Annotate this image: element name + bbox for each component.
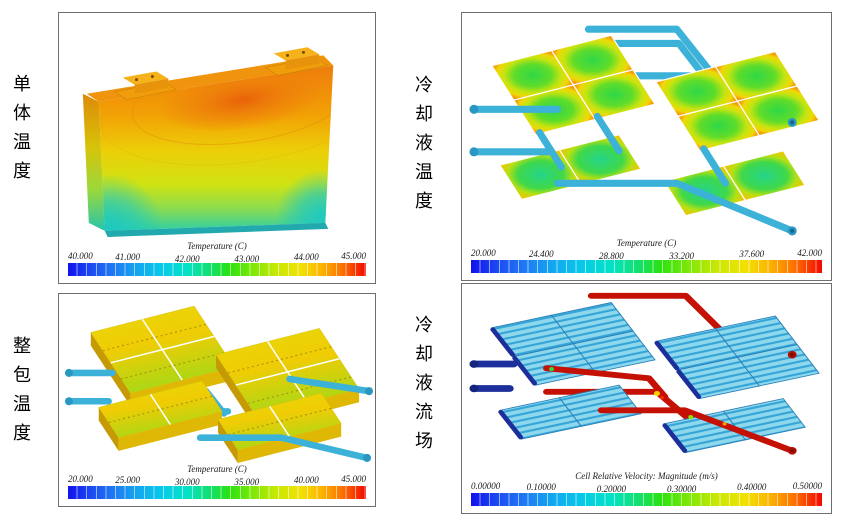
coolant-pipes-exit xyxy=(196,375,373,462)
coolant-pipes-front xyxy=(470,105,796,235)
colorbar-ticks: 20.000 25.000 30.000 35.000 40.000 45.00… xyxy=(68,474,366,487)
flow-plates-lower xyxy=(498,384,806,453)
colorbar-gradient-bar xyxy=(68,263,366,276)
colorbar-gradient-bar xyxy=(471,260,822,273)
panel-coolant-temperature: Temperature (C) 20.000 24.400 28.800 33.… xyxy=(461,12,832,281)
pack-modules-lower-right xyxy=(217,392,342,463)
tick-label: 40.000 xyxy=(68,251,93,261)
cell-temperature-rendering xyxy=(59,13,375,241)
colorbar-title: Cell Relative Velocity: Magnitude (m/s) xyxy=(575,471,718,481)
coolant-temperature-rendering xyxy=(462,13,831,238)
coolant-pipes-red-front xyxy=(597,407,796,454)
pipe-end-caps xyxy=(469,104,797,236)
tick-label: 28.800 xyxy=(599,251,624,261)
colorbar-ticks: 0.00000 0.10000 0.20000 0.30000 0.40000 … xyxy=(471,481,822,494)
colorbar: Temperature (C) 20.000 25.000 30.000 35.… xyxy=(68,464,366,499)
tick-label: 0.20000 xyxy=(596,484,627,494)
tick-label: 25.000 xyxy=(115,475,140,485)
battery-cell xyxy=(82,47,334,237)
cell-bottom-edge xyxy=(104,222,329,237)
tick-label: 0.40000 xyxy=(737,482,767,492)
tick-label: 45.000 xyxy=(341,474,366,484)
tick-label: 41.000 xyxy=(115,252,140,262)
coolant-flow-rendering xyxy=(462,284,831,471)
pipe-end-caps xyxy=(469,350,797,455)
tick-label: 20.000 xyxy=(471,248,496,258)
cell-side-face xyxy=(82,93,105,231)
panel-cell-temperature: Temperature (C) 40.000 41.000 42.000 43.… xyxy=(58,12,376,284)
flow-plates-upper xyxy=(491,302,820,400)
colorbar-gradient-bar xyxy=(471,493,822,506)
colorbar: Temperature (C) 20.000 24.400 28.800 33.… xyxy=(471,238,822,273)
tick-label: 37.600 xyxy=(739,249,765,259)
caption-pack-temperature: 整包温度 xyxy=(11,336,31,452)
tick-label: 33.200 xyxy=(669,251,694,261)
cell-terminal-left xyxy=(114,71,177,101)
colorbar-title: Temperature (C) xyxy=(187,464,247,474)
caption-coolant-flow-field: 冷却液流场 xyxy=(413,315,433,460)
pipe-end-caps xyxy=(64,368,374,462)
tick-label: 0.30000 xyxy=(666,484,697,494)
colorbar-gradient-bar xyxy=(68,486,366,499)
caption-coolant-temperature: 冷却液温度 xyxy=(413,75,433,220)
tick-label: 40.000 xyxy=(294,475,319,485)
tick-label: 0.50000 xyxy=(792,481,822,491)
tick-label: 35.000 xyxy=(234,477,260,487)
tick-label: 42.000 xyxy=(174,254,200,264)
colorbar-title: Temperature (C) xyxy=(187,241,247,251)
pack-temperature-rendering xyxy=(59,294,375,464)
pack-modules-lower-left xyxy=(98,380,223,451)
panel-coolant-flow-field: Cell Relative Velocity: Magnitude (m/s) … xyxy=(461,283,832,514)
panel-pack-temperature: Temperature (C) 20.000 25.000 30.000 35.… xyxy=(58,293,376,507)
colorbar: Temperature (C) 40.000 41.000 42.000 43.… xyxy=(68,241,366,276)
colorbar-ticks: 20.000 24.400 28.800 33.200 37.600 42.00… xyxy=(471,248,822,261)
tick-label: 45.000 xyxy=(341,251,366,261)
colorbar-title: Temperature (C) xyxy=(616,238,677,248)
tick-label: 44.000 xyxy=(294,252,319,262)
colorbar-ticks: 40.000 41.000 42.000 43.000 44.000 45.00… xyxy=(68,251,366,264)
tick-label: 43.000 xyxy=(234,254,260,264)
caption-cell-temperature: 单体温度 xyxy=(11,74,31,190)
colorbar: Cell Relative Velocity: Magnitude (m/s) … xyxy=(471,471,822,506)
cooling-plates-upper xyxy=(490,34,821,152)
tick-label: 24.400 xyxy=(528,249,554,259)
tick-label: 0.00000 xyxy=(471,481,501,491)
manifold-tubes-navy xyxy=(469,327,702,453)
velocity-hotspots xyxy=(549,366,727,426)
tick-label: 30.000 xyxy=(174,477,200,487)
tick-label: 0.10000 xyxy=(526,482,556,492)
tick-label: 42.000 xyxy=(797,248,822,258)
tick-label: 20.000 xyxy=(68,474,93,484)
cell-terminal-right xyxy=(265,47,328,76)
